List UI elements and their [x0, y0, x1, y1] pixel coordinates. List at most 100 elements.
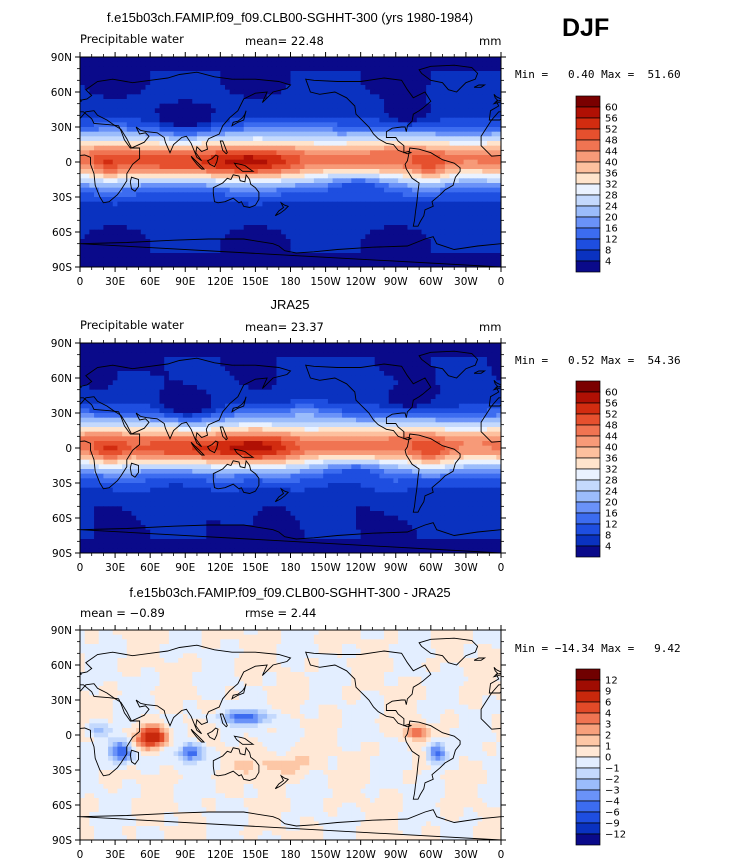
field-cell — [257, 131, 263, 137]
field-cell — [351, 99, 357, 105]
field-cell — [290, 187, 296, 193]
field-cell — [402, 71, 408, 77]
field-cell — [168, 85, 174, 91]
field-cell — [449, 141, 455, 147]
field-cell — [206, 187, 212, 193]
field-cell — [295, 75, 301, 81]
field-cell — [407, 155, 413, 161]
colorbar-swatch — [575, 227, 601, 240]
field-cell — [103, 234, 109, 240]
field-cell — [323, 80, 329, 86]
field-cell — [98, 61, 104, 67]
field-cell — [412, 187, 418, 193]
field-cell — [486, 99, 493, 105]
field-cell — [248, 192, 254, 198]
field-cell — [398, 220, 404, 226]
field-cell — [229, 229, 235, 235]
field-cell — [206, 141, 212, 147]
field-cell — [458, 347, 464, 353]
field-cell — [154, 85, 160, 91]
field-cell — [337, 103, 343, 109]
field-cell — [112, 225, 118, 231]
field-cell — [313, 248, 319, 254]
field-cell — [374, 187, 380, 193]
field-cell — [318, 234, 324, 240]
field-cell — [253, 183, 259, 189]
field-cell — [468, 136, 474, 142]
field-cell — [150, 150, 156, 156]
field-cell — [257, 145, 263, 151]
field-cell — [313, 375, 319, 381]
field-cell — [393, 173, 399, 179]
field-cell — [323, 361, 329, 367]
field-cell — [168, 215, 174, 221]
field-cell — [136, 225, 142, 231]
field-cell — [178, 122, 184, 128]
field-cell — [154, 57, 160, 63]
field-cell — [267, 366, 273, 372]
field-cell — [168, 141, 174, 147]
field-cell — [271, 343, 277, 349]
field-cell — [192, 99, 198, 105]
field-cell — [117, 187, 123, 193]
field-cell — [295, 71, 301, 77]
field-cell — [206, 80, 212, 86]
field-cell — [178, 243, 184, 249]
field-cell — [444, 347, 450, 353]
field-cell — [374, 239, 380, 245]
field-cell — [229, 183, 235, 189]
field-cell — [164, 66, 170, 72]
field-cell — [416, 361, 422, 367]
field-cell — [225, 243, 231, 249]
field-cell — [94, 150, 100, 156]
field-cell — [80, 164, 86, 170]
field-cell — [365, 352, 371, 358]
field-cell — [253, 225, 259, 231]
field-cell — [173, 211, 179, 217]
field-cell — [145, 71, 151, 77]
field-cell — [309, 352, 315, 358]
field-cell — [150, 155, 156, 161]
field-cell — [131, 178, 137, 184]
field-cell — [477, 66, 483, 72]
field-cell — [299, 108, 305, 114]
field-cell — [430, 361, 436, 367]
field-cell — [140, 169, 146, 175]
field-cell — [496, 136, 501, 142]
field-cell — [430, 187, 436, 193]
field-cell — [491, 248, 497, 254]
field-cell — [117, 239, 123, 245]
field-cell — [309, 343, 315, 349]
field-cell — [103, 215, 109, 221]
field-cell — [412, 239, 418, 245]
field-cell — [173, 371, 179, 377]
field-cell — [257, 234, 263, 240]
field-cell — [225, 113, 231, 119]
field-cell — [276, 253, 282, 259]
field-cell — [136, 187, 142, 193]
field-cell — [187, 117, 193, 123]
field-cell — [248, 131, 254, 137]
field-cell — [309, 361, 315, 367]
field-cell — [136, 61, 142, 67]
field-cell — [281, 94, 287, 100]
field-cell — [337, 225, 343, 231]
field-cell — [412, 85, 418, 91]
field-cell — [477, 164, 483, 170]
field-cell — [374, 262, 380, 267]
field-cell — [239, 243, 245, 249]
field-cell — [426, 117, 432, 123]
field-cell — [402, 145, 408, 151]
field-cell — [355, 192, 362, 198]
field-cell — [444, 253, 450, 259]
field-cell — [346, 187, 352, 193]
field-cell — [168, 173, 174, 179]
field-cell — [365, 80, 371, 86]
field-cell — [355, 248, 362, 254]
field-cell — [108, 371, 114, 377]
field-cell — [388, 343, 394, 349]
field-cell — [449, 66, 455, 72]
field-cell — [379, 253, 385, 259]
field-cell — [220, 243, 226, 249]
field-cell — [164, 206, 170, 212]
